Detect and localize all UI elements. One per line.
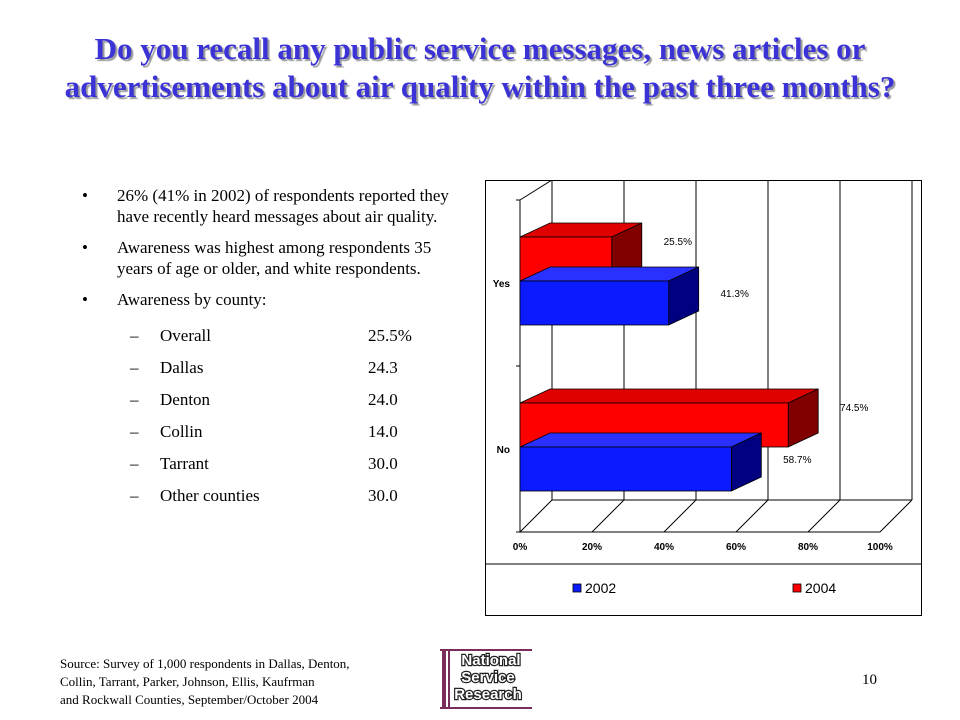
county-value: 14.0 [368,422,398,441]
county-list: – Overall 25.5% – Dallas 24.3 – Denton 24.0 – C… [80,320,465,512]
dash-marker: – [130,390,139,409]
county-name: Tarrant [160,454,209,473]
county-row: – Collin 14.0 [80,416,465,448]
logo-text: Service [461,669,514,686]
bar-chart: 0% 20% 40% 60% 80% 100% Yes 25.5% 41.3% No 74.5% 58… [485,180,922,616]
county-name: Overall [160,326,211,345]
data-label: 74.5% [840,403,868,414]
bar-top [519,388,819,404]
national-service-research-logo: National National Service Service Resear… [440,649,532,709]
dash-marker: – [130,422,139,441]
legend-swatch [792,583,802,593]
county-row: – Tarrant 30.0 [80,448,465,480]
data-label: 25.5% [664,237,692,248]
bullet-marker: • [82,290,88,309]
dash-marker: – [130,454,139,473]
x-tick-label: 20% [582,542,602,553]
x-tick-label: 80% [798,542,818,553]
county-value: 24.3 [368,358,398,377]
bullet-text: Awareness by county: [117,290,267,309]
x-tick-label: 40% [654,542,674,553]
county-value: 25.5% [368,326,412,345]
source-line: and Rockwall Counties, September/October… [60,692,319,707]
dash-marker: – [130,486,139,505]
x-tick-label: 0% [513,542,528,553]
x-tick-label: 100% [867,542,893,553]
source-line: Collin, Tarrant, Parker, Johnson, Ellis,… [60,674,315,689]
bullet-text: Awareness was highest among respondents … [117,238,432,278]
data-label: 41.3% [721,289,749,300]
bar [519,446,732,492]
wall-top-edge [519,180,553,201]
bar-top [519,432,762,448]
bullet-item: • Awareness was highest among respondents… [80,237,465,279]
dash-marker: – [130,358,139,377]
page-number: 10 [862,672,877,688]
category-label: No [497,445,510,456]
bar [519,280,670,326]
legend-label: 2004 [805,580,836,596]
bar-top [519,266,699,282]
county-name: Other counties [160,486,260,505]
bullet-item: • Awareness by county: [80,289,465,310]
source-line: Source: Survey of 1,000 respondents in D… [60,656,350,671]
county-value: 30.0 [368,454,398,473]
floor-gridline [879,499,913,533]
bullet-marker: • [82,186,88,205]
county-row: – Overall 25.5% [80,320,465,352]
logo-text: National [461,652,520,669]
source-note: Source: Survey of 1,000 respondents in D… [60,655,420,709]
data-label: 58.7% [783,455,811,466]
bullet-text: 26% (41% in 2002) of respondents reporte… [117,186,449,226]
logo-text: Service [461,669,514,686]
county-value: 30.0 [368,486,398,505]
floor-gridline [591,499,625,533]
county-value: 24.0 [368,390,398,409]
floor-gridline [807,499,841,533]
county-name: Collin [160,422,203,441]
slide-title: Do you recall any public service message… [64,31,896,104]
logo-text: Research [454,686,522,703]
bullet-item: • 26% (41% in 2002) of respondents report… [80,185,465,227]
county-row: – Denton 24.0 [80,384,465,416]
dash-marker: – [130,326,139,345]
floor-gridline [735,499,769,533]
logo-text: Research [454,686,522,703]
bullet-list: • 26% (41% in 2002) of respondents report… [80,185,465,512]
floor-gridline [663,499,697,533]
x-tick-label: 60% [726,542,746,553]
county-name: Denton [160,390,211,409]
county-row: – Other counties 30.0 [80,480,465,512]
legend-swatch [572,583,582,593]
logo-text: National [461,652,520,669]
bullet-marker: • [82,238,88,257]
county-name: Dallas [160,358,204,377]
floor-gridline [519,499,553,533]
legend-label: 2002 [585,580,616,596]
county-row: – Dallas 24.3 [80,352,465,384]
category-label: Yes [493,279,511,290]
